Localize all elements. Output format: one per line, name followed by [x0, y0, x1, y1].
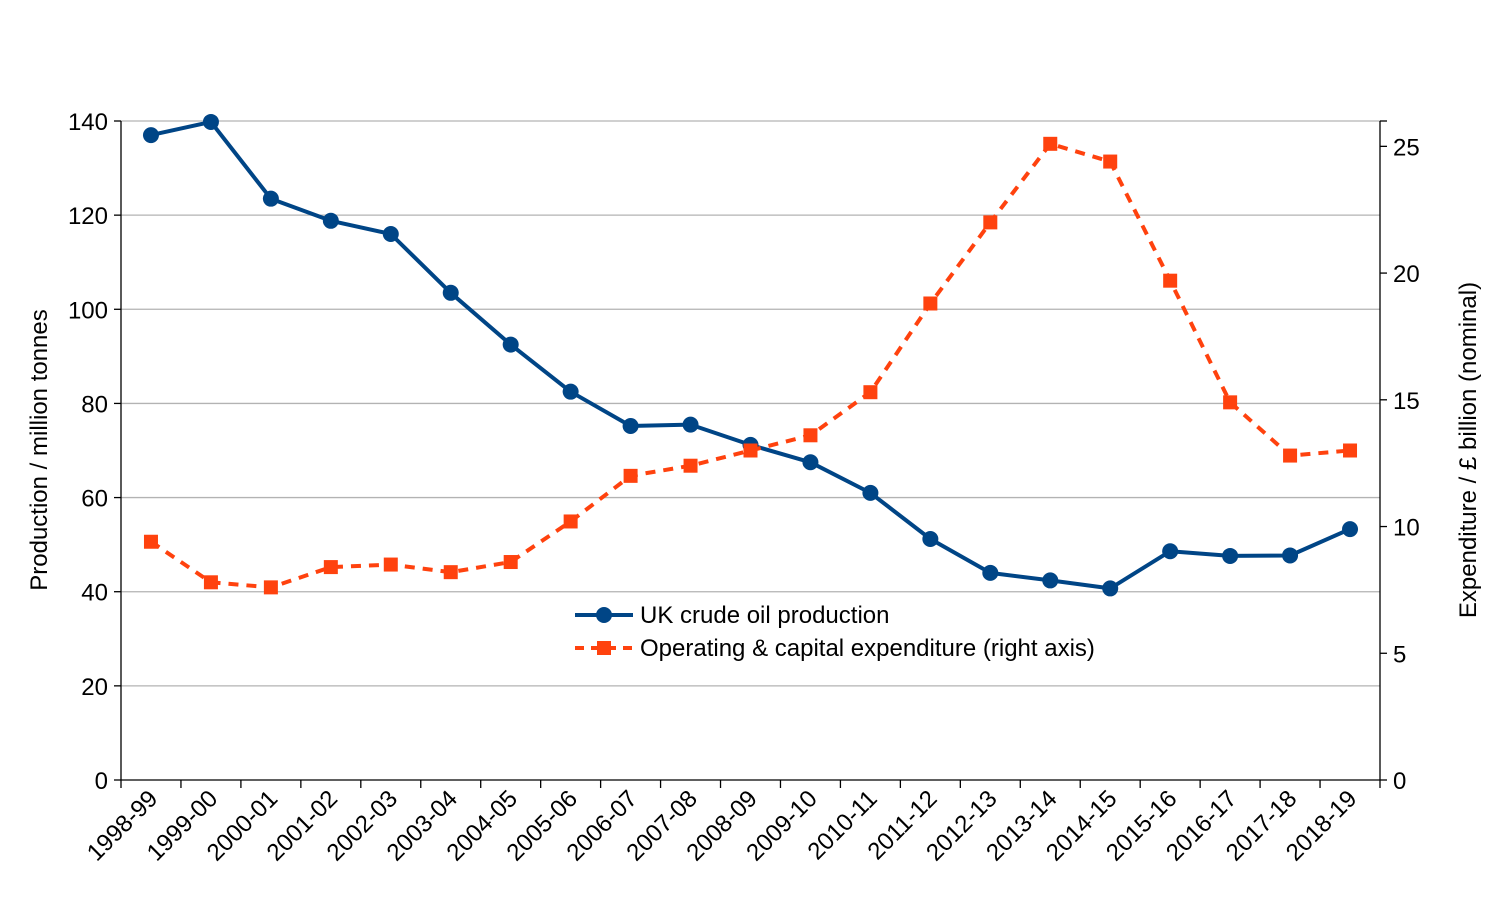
legend: UK crude oil production Operating & capi…	[575, 602, 1095, 662]
right-tick-label: 15	[1393, 388, 1420, 415]
legend-expenditure-label: Operating & capital expenditure (right a…	[640, 635, 1095, 662]
data-point-production	[142, 127, 159, 144]
data-point-production	[862, 484, 879, 501]
data-point-production	[1042, 572, 1059, 589]
left-tick-label: 100	[68, 297, 108, 324]
x-axis-ticks: 1998-991999-002000-012001-022002-032003-…	[82, 780, 1381, 867]
data-point-production	[922, 530, 939, 547]
data-point-production	[502, 336, 519, 353]
axes	[120, 121, 1381, 781]
right-tick-label: 5	[1393, 641, 1406, 668]
right-axis-ticks: 0 5 10 15 20 25	[1380, 120, 1420, 795]
data-point-production	[562, 383, 579, 400]
left-axis-label: Production / million tonnes	[26, 309, 53, 590]
data-point-expenditure	[443, 565, 458, 580]
data-point-production	[622, 418, 639, 435]
data-point-production	[802, 454, 819, 471]
legend-item-production: UK crude oil production	[575, 602, 889, 629]
data-point-expenditure	[203, 575, 218, 590]
data-point-expenditure	[563, 514, 578, 529]
data-point-production	[1282, 547, 1299, 564]
data-point-production	[262, 190, 279, 207]
data-point-production	[1222, 547, 1239, 564]
data-point-expenditure	[683, 458, 698, 473]
left-tick-label: 20	[81, 674, 108, 701]
series-layer	[142, 113, 1359, 597]
left-tick-label: 120	[68, 203, 108, 230]
right-axis-label: Expenditure / £ billion (nominal)	[1455, 282, 1482, 618]
right-tick-label: 20	[1393, 261, 1420, 288]
data-point-expenditure	[143, 534, 158, 549]
right-tick-label: 25	[1393, 134, 1420, 161]
legend-production-label: UK crude oil production	[640, 602, 889, 629]
data-point-expenditure	[983, 215, 998, 230]
data-point-expenditure	[923, 296, 938, 311]
data-point-expenditure	[863, 385, 878, 400]
data-point-expenditure	[743, 443, 758, 458]
data-point-production	[982, 564, 999, 581]
data-point-expenditure	[803, 428, 818, 443]
data-point-production	[1342, 521, 1359, 538]
data-point-production	[1162, 543, 1179, 560]
data-point-expenditure	[1163, 273, 1178, 288]
legend-expenditure-marker	[597, 641, 611, 655]
data-point-expenditure	[263, 580, 278, 595]
data-point-expenditure	[383, 557, 398, 572]
data-point-expenditure	[1343, 443, 1358, 458]
data-point-expenditure	[323, 560, 338, 575]
left-tick-label: 140	[68, 109, 108, 136]
data-point-production	[682, 416, 699, 433]
right-tick-label: 10	[1393, 515, 1420, 542]
data-point-production	[382, 225, 399, 242]
data-point-expenditure	[623, 468, 638, 483]
data-point-production	[322, 212, 339, 229]
data-point-production	[442, 284, 459, 301]
series-production	[142, 113, 1359, 597]
legend-production-marker	[596, 607, 612, 623]
left-tick-label: 60	[81, 486, 108, 513]
data-point-expenditure	[1223, 395, 1238, 410]
data-point-expenditure	[503, 555, 518, 570]
series-line	[149, 141, 1351, 590]
left-tick-label: 80	[81, 391, 108, 418]
data-point-expenditure	[1103, 154, 1118, 169]
left-axis-ticks: 0 20 40 60 80 100 120 140	[68, 109, 121, 795]
series-line	[150, 119, 1351, 591]
right-tick-label: 0	[1393, 768, 1406, 795]
left-tick-label: 0	[95, 768, 108, 795]
data-point-production	[202, 113, 219, 130]
legend-item-expenditure: Operating & capital expenditure (right a…	[575, 635, 1095, 662]
series-expenditure	[143, 136, 1358, 595]
data-point-production	[1102, 580, 1119, 597]
data-point-expenditure	[1043, 136, 1058, 151]
left-tick-label: 40	[81, 580, 108, 607]
data-point-expenditure	[1283, 448, 1298, 463]
